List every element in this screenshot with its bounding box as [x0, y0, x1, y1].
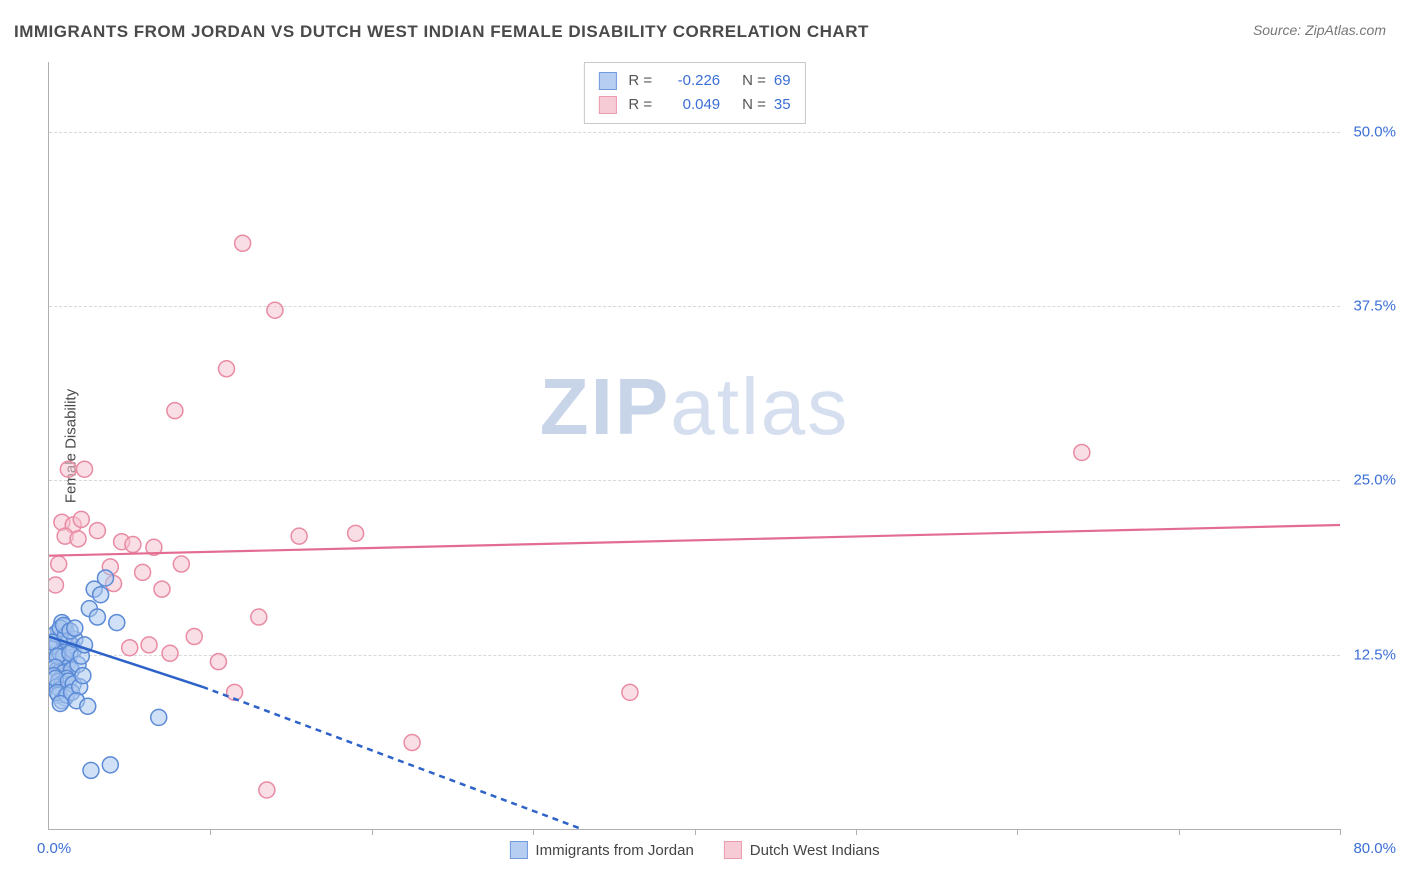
- scatter-point: [259, 782, 275, 798]
- r-value-2: 0.049: [660, 93, 720, 117]
- x-tick: [1017, 829, 1018, 835]
- scatter-svg: [49, 62, 1340, 829]
- scatter-point: [77, 461, 93, 477]
- legend-row-series2: R = 0.049 N = 35: [598, 93, 790, 117]
- scatter-point: [73, 511, 89, 527]
- scatter-point: [135, 564, 151, 580]
- source-attribution: Source: ZipAtlas.com: [1253, 22, 1386, 38]
- x-tick: [856, 829, 857, 835]
- scatter-point: [89, 609, 105, 625]
- series-legend: Immigrants from Jordan Dutch West Indian…: [509, 841, 879, 859]
- scatter-point: [70, 531, 86, 547]
- scatter-point: [219, 361, 235, 377]
- x-tick: [1179, 829, 1180, 835]
- scatter-point: [162, 645, 178, 661]
- x-axis-min-label: 0.0%: [37, 840, 71, 857]
- legend-label-1: Immigrants from Jordan: [535, 842, 693, 859]
- legend-row-series1: R = -0.226 N = 69: [598, 69, 790, 93]
- n-value-1: 69: [774, 69, 791, 93]
- scatter-point: [89, 523, 105, 539]
- n-value-2: 35: [774, 93, 791, 117]
- r-label-2: R =: [628, 93, 652, 117]
- scatter-point: [125, 537, 141, 553]
- scatter-point: [210, 654, 226, 670]
- scatter-point: [251, 609, 267, 625]
- r-label-1: R =: [628, 69, 652, 93]
- scatter-point: [109, 615, 125, 631]
- y-tick-label: 25.0%: [1353, 472, 1396, 489]
- plot-area: ZIPatlas R = -0.226 N = 69 R = 0.049 N =…: [48, 62, 1340, 830]
- y-tick-label: 12.5%: [1353, 646, 1396, 663]
- scatter-point: [154, 581, 170, 597]
- scatter-point: [291, 528, 307, 544]
- legend-label-2: Dutch West Indians: [750, 842, 880, 859]
- scatter-point: [60, 461, 76, 477]
- r-value-1: -0.226: [660, 69, 720, 93]
- legend-item-series1: Immigrants from Jordan: [509, 841, 693, 859]
- correlation-legend: R = -0.226 N = 69 R = 0.049 N = 35: [583, 62, 805, 124]
- swatch-series2: [598, 96, 616, 114]
- scatter-point: [51, 556, 67, 572]
- x-tick: [695, 829, 696, 835]
- x-tick: [1340, 829, 1341, 835]
- y-tick-label: 50.0%: [1353, 123, 1396, 140]
- scatter-point: [141, 637, 157, 653]
- scatter-point: [80, 698, 96, 714]
- swatch-bottom-1: [509, 841, 527, 859]
- scatter-point: [97, 570, 113, 586]
- scatter-point: [151, 709, 167, 725]
- scatter-point: [167, 403, 183, 419]
- scatter-point: [235, 235, 251, 251]
- scatter-point: [267, 302, 283, 318]
- x-axis-max-label: 80.0%: [1353, 840, 1396, 857]
- scatter-point: [67, 620, 83, 636]
- scatter-point: [173, 556, 189, 572]
- scatter-point: [83, 762, 99, 778]
- x-tick: [210, 829, 211, 835]
- scatter-point: [93, 587, 109, 603]
- swatch-bottom-2: [724, 841, 742, 859]
- scatter-point: [404, 735, 420, 751]
- scatter-point: [102, 757, 118, 773]
- scatter-point: [348, 525, 364, 541]
- scatter-point: [49, 577, 63, 593]
- n-label-1: N =: [742, 69, 766, 93]
- legend-item-series2: Dutch West Indians: [724, 841, 880, 859]
- swatch-series1: [598, 72, 616, 90]
- chart-title: IMMIGRANTS FROM JORDAN VS DUTCH WEST IND…: [14, 22, 869, 42]
- scatter-point: [75, 668, 91, 684]
- scatter-point: [186, 629, 202, 645]
- n-label-2: N =: [742, 93, 766, 117]
- x-tick: [372, 829, 373, 835]
- y-tick-label: 37.5%: [1353, 298, 1396, 315]
- scatter-point: [122, 640, 138, 656]
- scatter-point: [622, 684, 638, 700]
- scatter-point: [1074, 444, 1090, 460]
- x-tick: [533, 829, 534, 835]
